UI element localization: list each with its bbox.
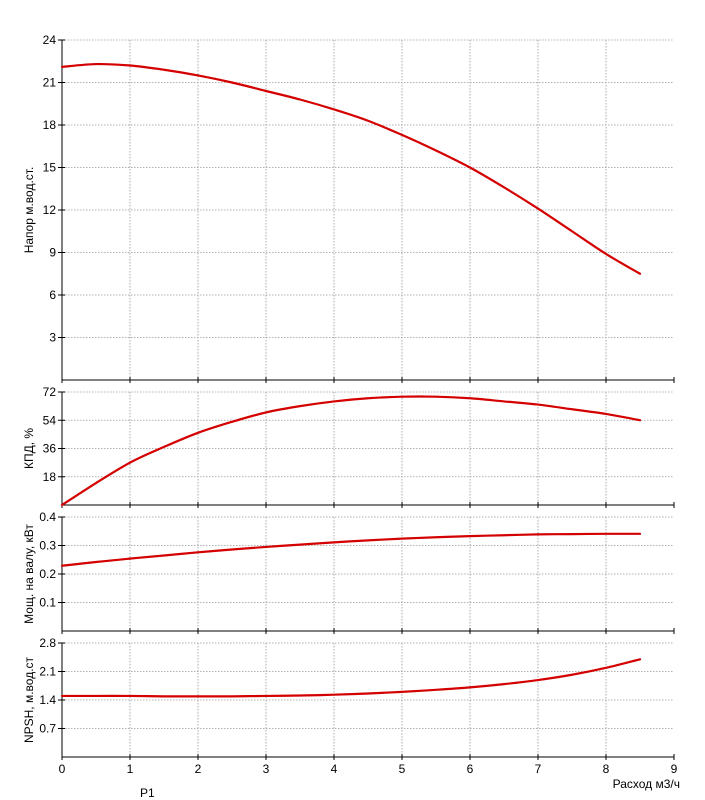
y-tick-label: 2.1 (39, 665, 56, 679)
x-tick-label: 7 (535, 762, 542, 776)
y-axis-title: NPSH, м.вод.ст (22, 656, 36, 743)
head-panel: 3 6 9 12 15 18 21 24 Напор м.вод.ст. (22, 33, 675, 383)
y-tick-label: 9 (49, 246, 56, 260)
series-line (60, 532, 642, 567)
y-axis-title: Напор м.вод.ст. (22, 167, 36, 254)
series-line (60, 62, 642, 275)
y-tick-label: 0.7 (39, 722, 56, 736)
y-tick-label: 18 (43, 118, 57, 132)
x-tick-label: 5 (399, 762, 406, 776)
efficiency-panel: 18 36 54 72 КПД, % (22, 385, 675, 508)
y-tick-label: 1.4 (39, 693, 56, 707)
x-tick-label: 4 (331, 762, 338, 776)
y-tick-label: 18 (43, 470, 57, 484)
y-tick-label: 54 (43, 413, 57, 427)
y-tick-label: 6 (49, 288, 56, 302)
x-tick-label: 8 (603, 762, 610, 776)
series-line (60, 395, 642, 507)
y-tick-label: 0.2 (39, 567, 56, 581)
y-tick-label: 2.8 (39, 636, 56, 650)
x-tick-label: 3 (263, 762, 270, 776)
footnote-label: P1 (140, 786, 155, 800)
x-tick-label: 0 (59, 762, 66, 776)
series-line (60, 658, 642, 698)
x-tick-label: 6 (467, 762, 474, 776)
y-axis-title: Мощ. на валу, кВт (22, 524, 36, 624)
x-tick-label: 9 (671, 762, 678, 776)
x-tick-label: 2 (195, 762, 202, 776)
x-tick-label: 1 (127, 762, 134, 776)
y-tick-label: 12 (43, 203, 57, 217)
y-tick-label: 0.1 (39, 596, 56, 610)
y-tick-label: 36 (43, 442, 57, 456)
y-axis-title: КПД, % (22, 428, 36, 469)
x-axis-title: Расход м3/ч (613, 777, 680, 791)
y-tick-label: 0.4 (39, 510, 56, 524)
y-tick-label: 21 (43, 76, 57, 90)
y-tick-label: 0.3 (39, 539, 56, 553)
y-tick-label: 72 (43, 385, 57, 399)
y-tick-label: 15 (43, 161, 57, 175)
y-tick-label: 24 (43, 33, 57, 47)
y-tick-label: 3 (49, 331, 56, 345)
